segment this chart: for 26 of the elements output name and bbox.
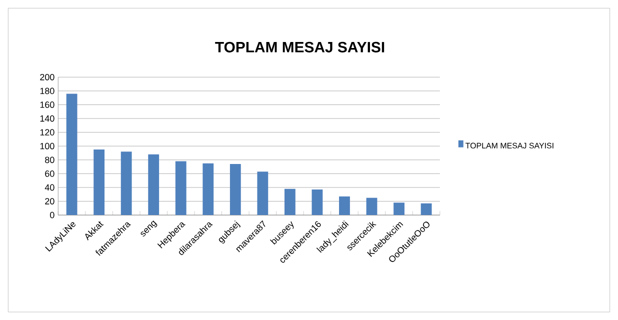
y-tick-label: 0	[50, 212, 54, 218]
y-tick-label: 80	[45, 156, 54, 163]
bar	[420, 203, 432, 215]
bar	[339, 196, 350, 215]
bar	[312, 189, 323, 215]
chart-title: TOPLAM MESAJ SAYISI	[215, 42, 384, 52]
y-tick-label: 180	[40, 88, 54, 94]
bar	[284, 188, 296, 215]
bar	[94, 149, 105, 215]
bar	[66, 94, 78, 215]
bar	[120, 152, 132, 215]
bar	[394, 202, 404, 215]
bar	[148, 154, 160, 215]
y-tick-label: 200	[40, 74, 54, 80]
y-tick-label: 20	[45, 198, 54, 204]
y-tick-label: 120	[40, 129, 54, 136]
bar	[366, 198, 378, 215]
bar	[175, 161, 186, 215]
y-tick-label: 100	[40, 142, 54, 150]
y-tick-label: 140	[40, 115, 54, 122]
bar	[202, 163, 214, 215]
bar	[230, 164, 241, 215]
y-tick-label: 60	[45, 170, 54, 177]
y-tick-label: 160	[40, 101, 54, 108]
y-tick-label: 40	[44, 184, 54, 191]
bar	[257, 172, 268, 215]
